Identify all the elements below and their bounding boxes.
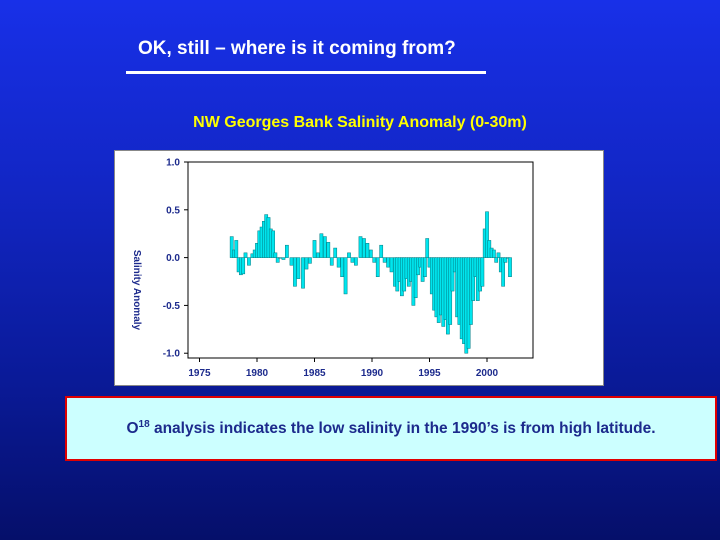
slide-title: OK, still – where is it coming from? (138, 38, 456, 59)
bar (425, 238, 430, 258)
x-tick-label: 1980 (246, 368, 269, 379)
bar (273, 252, 278, 258)
x-tick-label: 1990 (361, 368, 384, 379)
bar (278, 257, 282, 259)
conclusion-prefix: O (126, 420, 139, 438)
bar (347, 252, 351, 258)
y-tick-label: 0.5 (166, 205, 180, 216)
y-tick-label: 1.0 (166, 158, 180, 169)
bar (326, 242, 331, 258)
y-tick-label: -0.5 (163, 301, 181, 312)
bar (285, 244, 289, 258)
y-tick-label: 0.0 (166, 253, 180, 264)
y-axis-label: Salinity Anomaly (131, 250, 142, 331)
bar (369, 249, 373, 258)
x-tick-label: 1975 (188, 368, 211, 379)
bar (304, 257, 309, 270)
bar (480, 257, 485, 287)
bar (340, 257, 344, 277)
bar (293, 257, 297, 287)
bar (503, 257, 508, 263)
bar (350, 257, 355, 263)
salinity-anomaly-chart: 1.0 0.5 0.0 -0.5 -1.0 1975 1980 1985 1990 1995 200… (131, 158, 534, 379)
bar (386, 257, 390, 268)
conclusion-superscript: 18 (138, 418, 150, 430)
bar (229, 236, 234, 258)
bar (319, 233, 324, 258)
bar (336, 257, 341, 268)
title-underline (126, 71, 486, 74)
bar (413, 257, 418, 299)
bar (296, 257, 301, 279)
y-tick-label: -1.0 (163, 349, 181, 360)
conclusion-body: analysis indicates the low salinity in t… (149, 420, 656, 438)
bar (389, 257, 394, 273)
bar (358, 236, 363, 258)
bar (275, 257, 280, 263)
bar (471, 257, 476, 301)
bar (323, 236, 327, 258)
bar (343, 257, 348, 295)
bar (362, 238, 366, 258)
bar (333, 247, 338, 258)
bar (501, 257, 505, 287)
x-tick-label: 1985 (303, 368, 326, 379)
chart-title: NW Georges Bank Salinity Anomaly (0-30m) (193, 114, 527, 131)
bar (316, 252, 320, 258)
x-tick-label: 1995 (418, 368, 441, 379)
bar (312, 240, 317, 258)
bar (372, 257, 377, 263)
x-tick-label: 2000 (476, 368, 499, 379)
bar (289, 257, 294, 266)
chart-panel: 1.0 0.5 0.0 -0.5 -1.0 1975 1980 1985 1990 1995 200… (114, 150, 604, 386)
bar (365, 243, 370, 258)
bar (281, 257, 286, 260)
bar (247, 257, 251, 266)
bar (308, 257, 312, 264)
bar (243, 252, 248, 258)
bar (241, 257, 246, 275)
bar (485, 211, 489, 258)
bar (492, 249, 496, 258)
plot-frame (187, 161, 534, 359)
bar (354, 257, 358, 266)
bar (450, 257, 455, 292)
conclusion-text: O18 analysis indicates the low salinity … (126, 419, 655, 438)
bar (508, 257, 512, 277)
bar (379, 244, 384, 258)
bar (234, 240, 239, 258)
conclusion-box: O18 analysis indicates the low salinity … (65, 396, 717, 461)
bar (494, 257, 499, 263)
bar (375, 257, 380, 277)
bar (496, 252, 501, 258)
bar (271, 230, 275, 258)
bar (423, 257, 427, 277)
bar (329, 257, 334, 266)
bar (382, 257, 387, 263)
bar (301, 257, 305, 289)
